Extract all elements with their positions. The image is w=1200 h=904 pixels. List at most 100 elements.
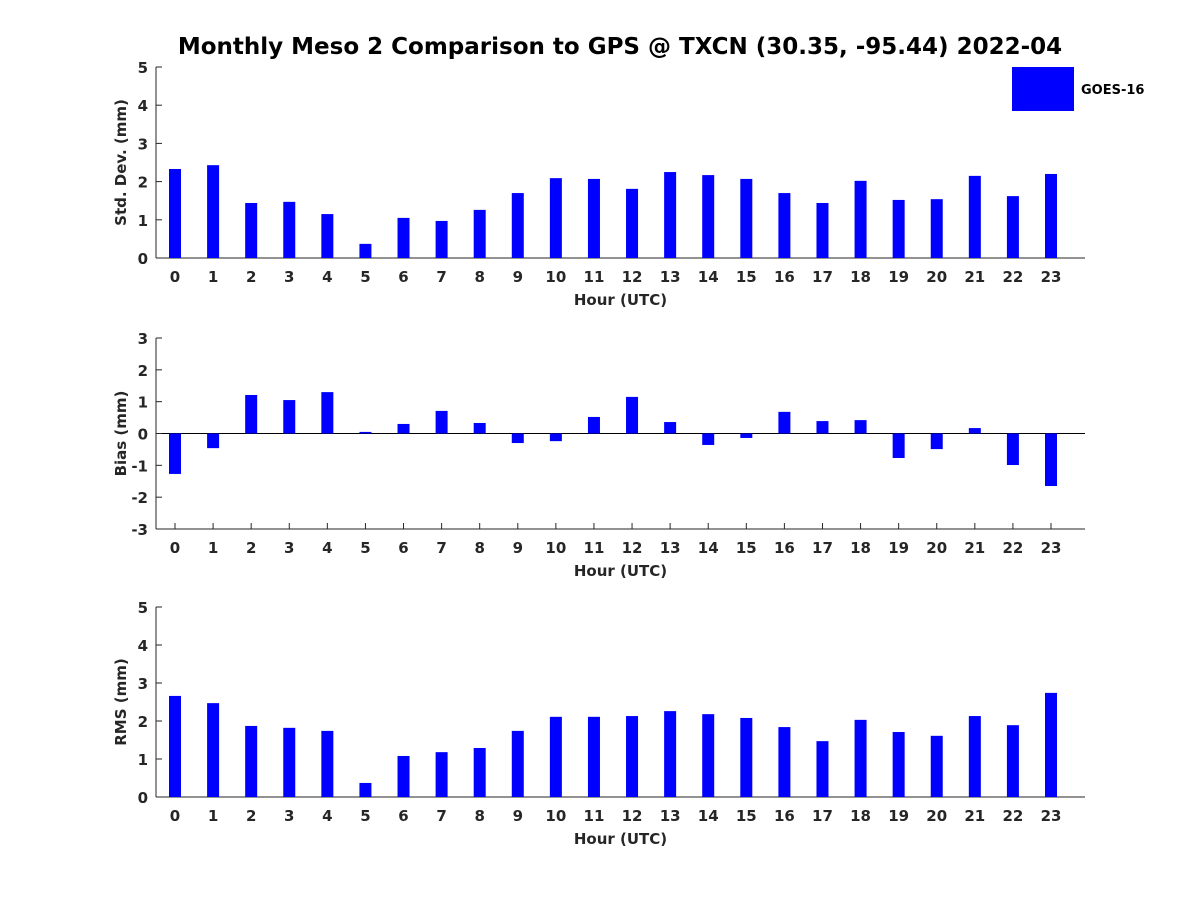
bar-hour-17 [816,421,829,434]
bar-hour-19 [892,199,905,258]
x-tick-label: 10 [545,539,566,557]
x-tick-label: 13 [660,539,681,557]
x-tick-label: 16 [774,807,795,825]
x-tick-label: 1 [208,539,218,557]
bar-hour-7 [435,410,448,434]
bar-hour-15 [740,433,753,438]
x-tick-label: 6 [398,268,408,286]
bar-hour-14 [702,714,715,797]
y-tick-label: 0 [138,789,148,807]
x-tick-label: 11 [584,268,605,286]
x-tick-label: 10 [545,268,566,286]
x-tick-label: 3 [284,268,294,286]
x-tick-label: 11 [584,807,605,825]
bar-hour-1 [207,165,220,258]
bar-hour-4 [321,730,334,797]
y-tick-label: 2 [138,362,148,380]
x-tick-label: 23 [1041,539,1062,557]
y-tick-label: 3 [138,675,148,693]
x-tick-label: 22 [1002,268,1023,286]
chart-title: Monthly Meso 2 Comparison to GPS @ TXCN … [178,34,1062,60]
y-axis-label: RMS (mm) [112,658,130,745]
x-tick-label: 8 [474,539,484,557]
bar-hour-23 [1045,692,1057,797]
x-tick-label: 17 [812,268,833,286]
bar-hour-12 [626,396,639,434]
x-tick-label: 0 [170,807,180,825]
x-tick-label: 4 [322,268,332,286]
bar-hour-3 [283,201,296,258]
bar-hour-10 [549,433,562,442]
x-tick-label: 21 [964,539,985,557]
bar-hour-5 [359,431,372,434]
bar-hour-6 [397,755,410,797]
x-tick-label: 18 [850,807,871,825]
x-tick-label: 10 [545,807,566,825]
x-tick-label: 19 [888,539,909,557]
x-tick-label: 12 [622,539,643,557]
x-axis-label: Hour (UTC) [574,830,667,848]
y-tick-label: 0 [138,426,148,444]
bar-hour-4 [321,214,334,258]
y-tick-label: 1 [138,751,148,769]
y-tick-label: 3 [138,135,148,153]
bar-hour-9 [511,193,524,258]
bar-hour-7 [435,752,448,797]
bar-hour-5 [359,782,372,797]
y-tick-label: -3 [131,521,148,539]
bar-hour-11 [587,716,600,797]
x-tick-label: 2 [246,268,256,286]
y-tick-label: -2 [131,489,148,507]
bar-hour-15 [740,717,753,797]
y-tick-label: 4 [138,637,148,655]
bar-hour-9 [511,433,524,444]
bar-hour-13 [664,172,677,258]
bar-hour-16 [778,193,791,258]
x-tick-label: 4 [322,539,332,557]
x-tick-label: 16 [774,539,795,557]
bar-hour-21 [968,428,981,434]
x-tick-label: 16 [774,268,795,286]
x-tick-label: 12 [622,268,643,286]
bar-hour-7 [435,220,448,258]
bar-hour-3 [283,400,296,434]
bar-hour-14 [702,433,715,445]
bar-hour-12 [626,188,639,258]
bar-hour-21 [968,175,981,258]
x-tick-label: 14 [698,807,719,825]
bar-hour-19 [892,433,905,459]
x-tick-label: 23 [1041,268,1062,286]
bar-hour-19 [892,732,905,797]
bar-hour-13 [664,422,677,434]
x-tick-label: 7 [436,539,446,557]
bar-hour-18 [854,420,867,434]
bar-hour-6 [397,423,410,434]
x-tick-label: 15 [736,268,757,286]
bar-hour-14 [702,175,715,258]
x-tick-label: 6 [398,539,408,557]
x-tick-label: 23 [1041,807,1062,825]
y-tick-label: 0 [138,250,148,268]
y-tick-label: 4 [138,97,148,115]
bar-hour-18 [854,180,867,258]
x-axis-label: Hour (UTC) [574,291,667,309]
x-tick-label: 14 [698,268,719,286]
bar-hour-8 [473,747,486,797]
x-tick-label: 19 [888,807,909,825]
x-tick-label: 8 [474,807,484,825]
bar-hour-16 [778,411,791,434]
y-tick-label: 5 [138,59,148,77]
bar-hour-2 [245,202,258,258]
x-tick-label: 2 [246,539,256,557]
x-tick-label: 19 [888,268,909,286]
bar-hour-11 [587,416,600,434]
bar-hour-20 [930,735,943,797]
x-tick-label: 7 [436,807,446,825]
bar-hour-17 [816,202,829,258]
bar-hour-21 [968,716,981,797]
x-tick-label: 15 [736,807,757,825]
bar-hour-8 [473,422,486,434]
x-tick-label: 5 [360,539,370,557]
